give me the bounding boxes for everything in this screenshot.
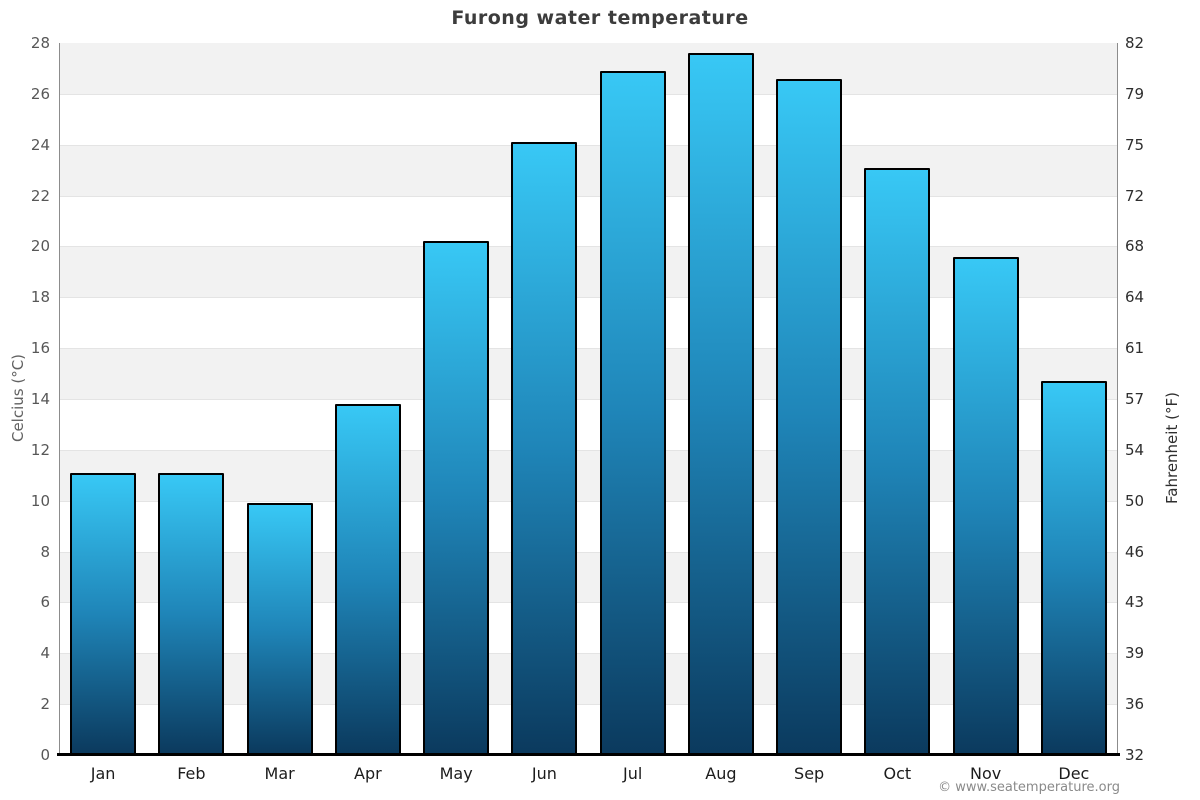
y-tick-label-fahrenheit: 68 xyxy=(1125,237,1145,256)
y-axis-right-title: Fahrenheit (°F) xyxy=(1163,392,1181,504)
y-tick-label-fahrenheit: 75 xyxy=(1125,135,1145,154)
x-tick-label-dec: Dec xyxy=(1058,764,1090,783)
gridline xyxy=(59,195,1118,197)
copyright-text: © www.seatemperature.org xyxy=(938,780,1120,795)
y-tick-label-celsius: 18 xyxy=(30,288,50,307)
gridline xyxy=(59,246,1118,248)
bar-apr xyxy=(334,404,401,755)
x-tick-label-oct: Oct xyxy=(883,764,912,783)
y-tick-label-celsius: 22 xyxy=(30,186,50,205)
y-tick-label-fahrenheit: 46 xyxy=(1125,542,1145,561)
bar-mar xyxy=(246,503,313,755)
x-tick-label-mar: Mar xyxy=(264,764,295,783)
bar-jan xyxy=(70,472,137,755)
y-tick-label-celsius: 8 xyxy=(40,542,50,561)
bar-nov xyxy=(952,256,1019,755)
grid-band xyxy=(59,144,1118,196)
y-tick-label-fahrenheit: 39 xyxy=(1125,644,1145,663)
gridline xyxy=(59,602,1118,604)
bar-feb xyxy=(158,472,225,755)
bar-aug xyxy=(687,53,754,755)
x-tick-label-feb: Feb xyxy=(177,764,206,783)
x-tick-label-jan: Jan xyxy=(90,764,116,783)
x-tick-label-sep: Sep xyxy=(794,764,825,783)
y-tick-label-celsius: 14 xyxy=(30,390,50,408)
y-tick-label-fahrenheit: 72 xyxy=(1125,186,1145,205)
grid-band xyxy=(59,94,1118,145)
y-tick-label-fahrenheit: 82 xyxy=(1125,34,1145,52)
grid-band xyxy=(59,551,1118,603)
chart-title: Furong water temperature xyxy=(451,7,749,29)
y-tick-label-fahrenheit: 32 xyxy=(1125,746,1145,764)
y-tick-label-celsius: 6 xyxy=(40,593,50,612)
x-tick-label-may: May xyxy=(439,764,473,783)
gridline xyxy=(59,653,1118,655)
x-axis-baseline xyxy=(57,753,1120,756)
y-tick-label-celsius: 10 xyxy=(30,491,50,510)
bar-oct xyxy=(864,167,931,755)
x-tick-label-jun: Jun xyxy=(531,764,557,783)
x-tick-label-jul: Jul xyxy=(622,764,643,783)
gridline xyxy=(59,399,1118,400)
y-tick-label-celsius: 20 xyxy=(30,237,50,256)
bar-jul xyxy=(599,70,666,755)
y-axis-line-right xyxy=(1117,43,1118,755)
grid-band xyxy=(59,348,1118,399)
grid-band xyxy=(59,43,1118,94)
y-tick-label-fahrenheit: 57 xyxy=(1125,390,1145,408)
gridline xyxy=(59,297,1118,299)
y-axis-line-left xyxy=(59,43,60,755)
gridline xyxy=(59,93,1118,95)
gridline xyxy=(59,144,1118,146)
y-tick-label-fahrenheit: 43 xyxy=(1125,593,1145,612)
grid-band xyxy=(59,653,1118,705)
y-tick-label-celsius: 28 xyxy=(30,34,50,52)
x-tick-label-apr: Apr xyxy=(354,764,382,783)
y-tick-label-celsius: 26 xyxy=(30,84,50,103)
gridline xyxy=(59,449,1118,451)
grid-band xyxy=(59,246,1118,298)
x-tick-label-aug: Aug xyxy=(705,764,737,783)
bar-sep xyxy=(776,78,843,755)
y-tick-label-fahrenheit: 54 xyxy=(1125,440,1145,459)
y-tick-label-celsius: 4 xyxy=(40,644,50,663)
grid-band xyxy=(59,449,1118,501)
y-tick-label-fahrenheit: 50 xyxy=(1125,491,1145,510)
grid-band xyxy=(59,196,1118,247)
y-tick-label-fahrenheit: 36 xyxy=(1125,695,1145,714)
bar-jun xyxy=(511,142,578,755)
x-tick-label-nov: Nov xyxy=(970,764,1002,783)
plot-area xyxy=(57,43,1120,756)
gridline xyxy=(59,704,1118,706)
gridline xyxy=(59,500,1118,502)
y-tick-label-celsius: 24 xyxy=(30,135,50,154)
gridline xyxy=(59,348,1118,350)
y-tick-label-fahrenheit: 64 xyxy=(1125,288,1145,307)
bar-may xyxy=(423,241,490,755)
y-axis-left-title: Celcius (°C) xyxy=(9,353,27,443)
y-tick-label-celsius: 12 xyxy=(30,440,50,459)
gridline xyxy=(59,551,1118,553)
y-tick-label-fahrenheit: 79 xyxy=(1125,84,1145,103)
y-tick-label-fahrenheit: 61 xyxy=(1125,339,1145,358)
y-tick-label-celsius: 2 xyxy=(40,695,50,714)
y-tick-label-celsius: 16 xyxy=(30,339,50,358)
y-tick-label-celsius: 0 xyxy=(40,746,50,764)
bar-dec xyxy=(1040,381,1107,755)
